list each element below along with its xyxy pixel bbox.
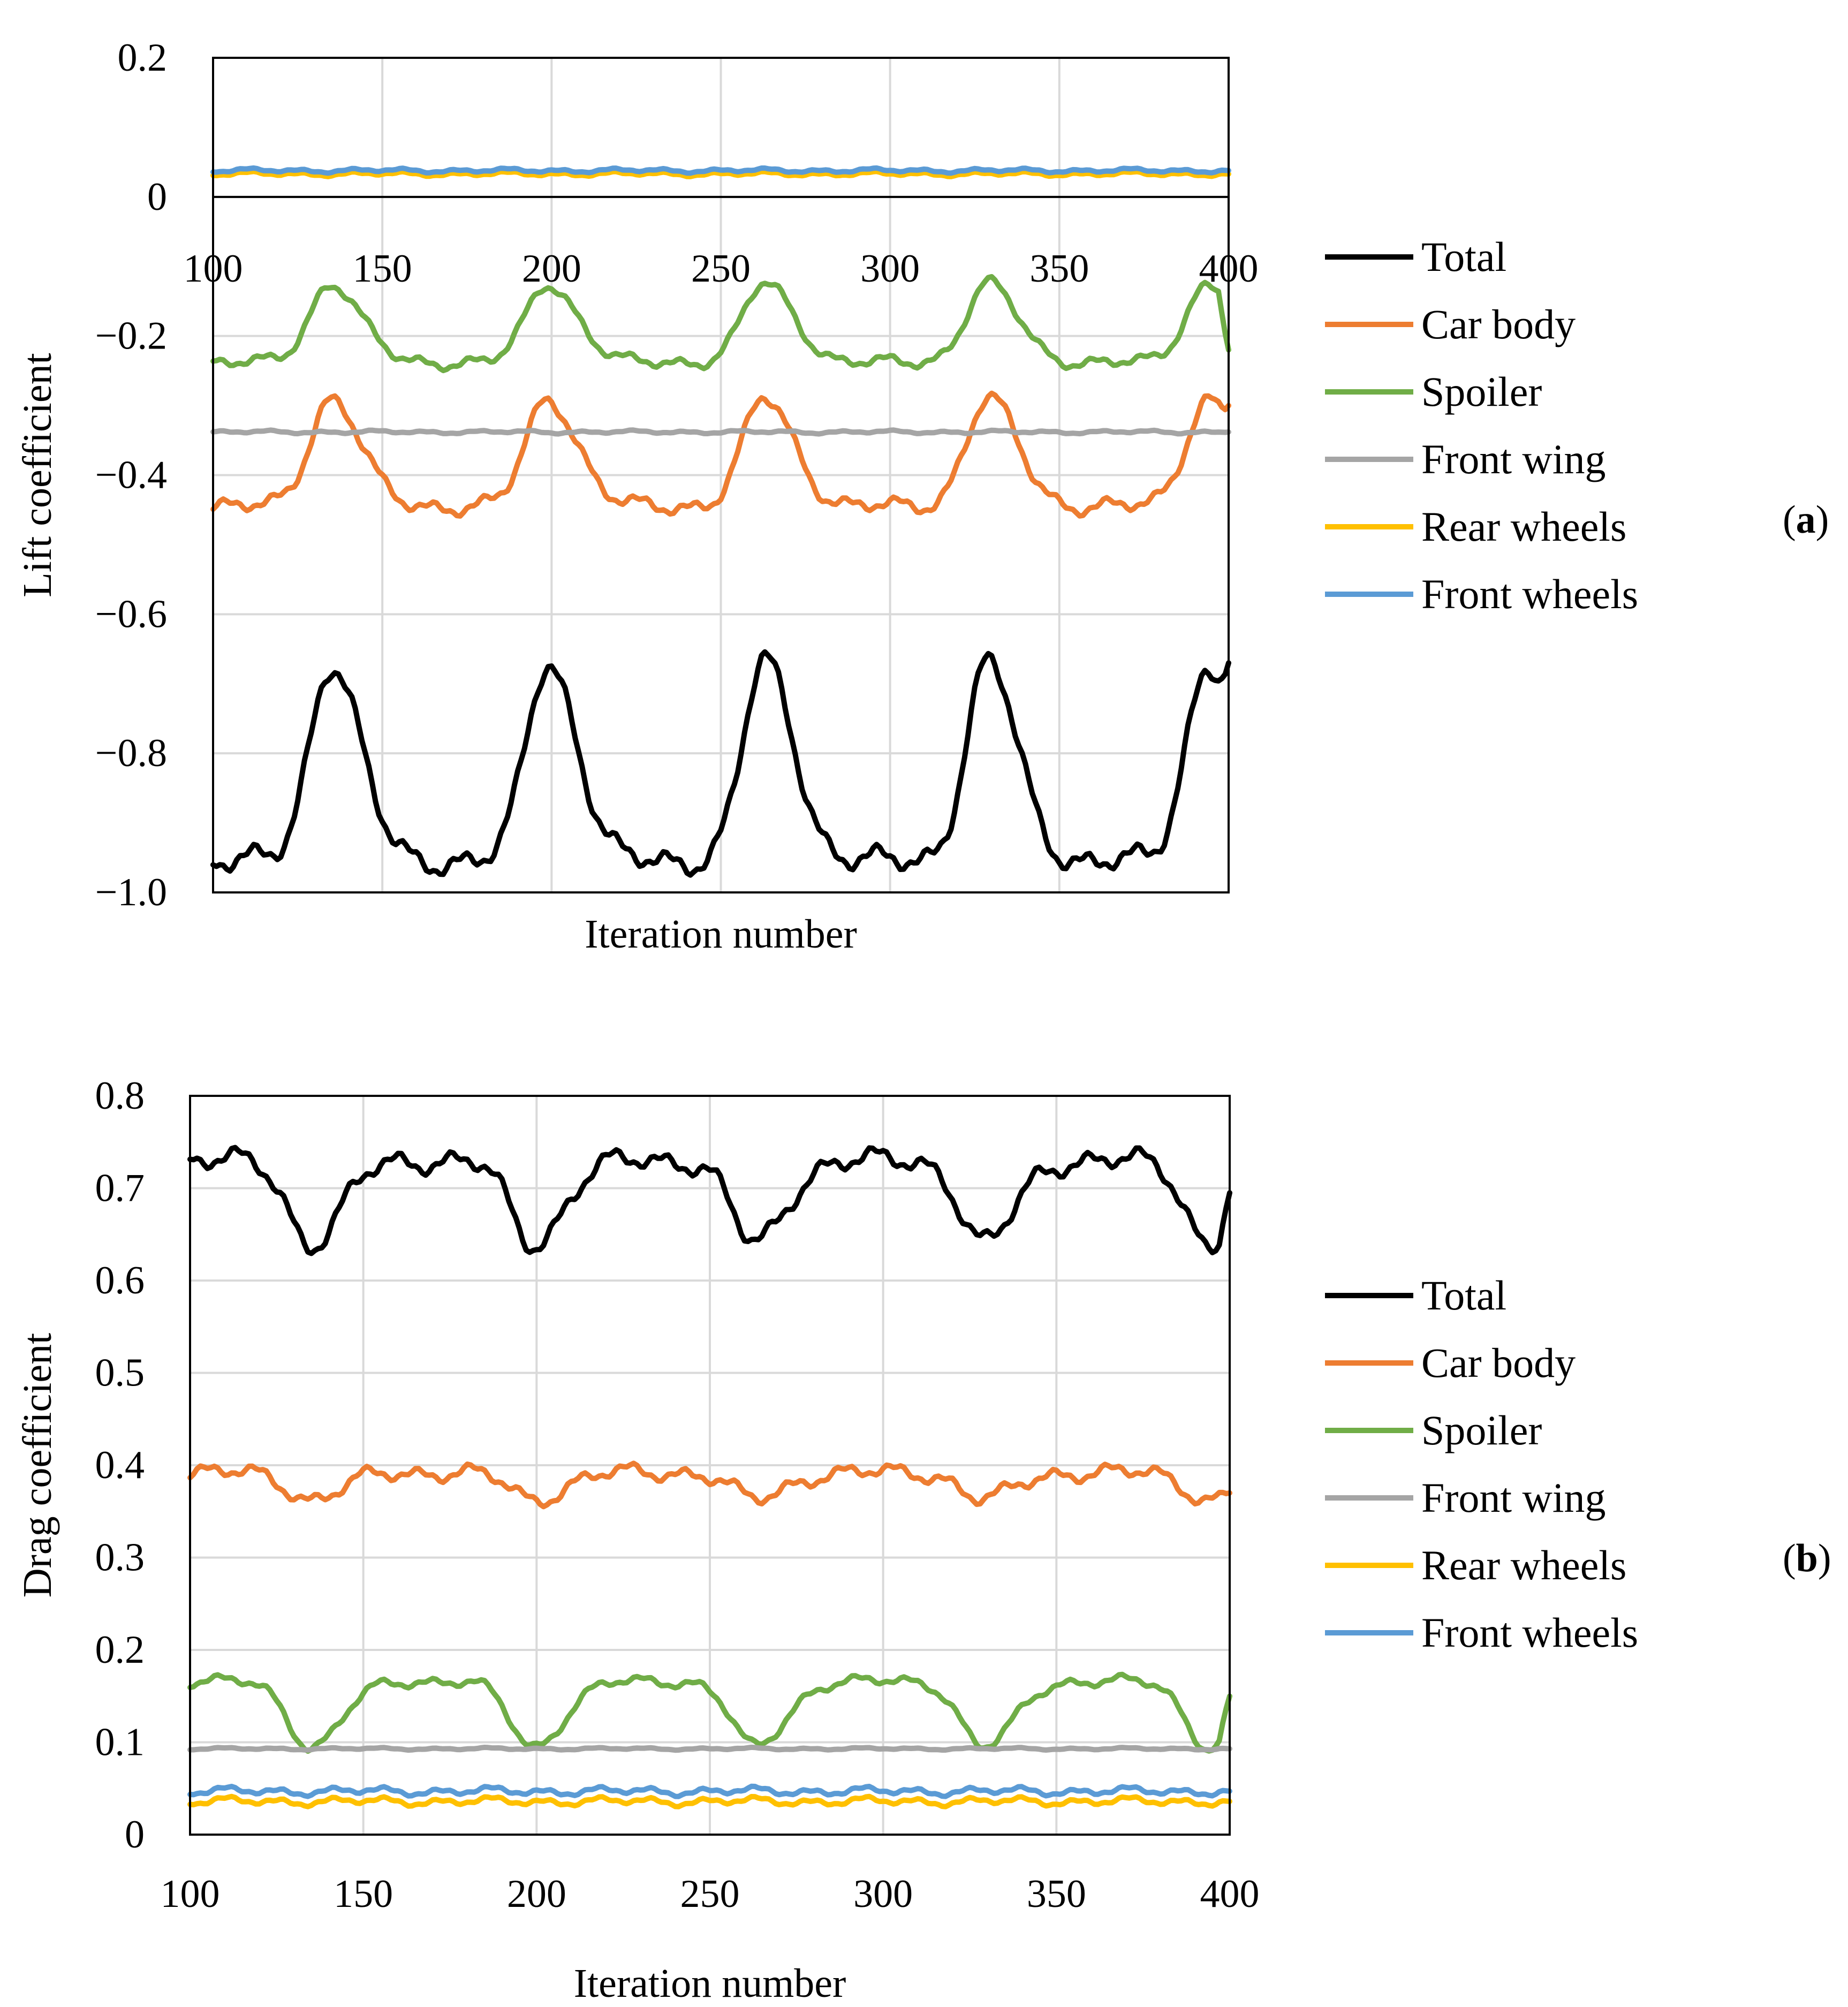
x-tick-label: 400 xyxy=(1200,1872,1260,1916)
x-tick-label: 250 xyxy=(680,1872,740,1916)
x-axis-title: Iteration number xyxy=(574,1961,846,2006)
series-line-rear-wheels xyxy=(210,169,1231,179)
y-tick-label: 0.2 xyxy=(95,1628,145,1672)
x-tick-label: 150 xyxy=(353,247,412,291)
x-axis-title: Iteration number xyxy=(585,912,857,957)
y-tick-label: −0.8 xyxy=(95,731,167,775)
series-line-front-wheels xyxy=(210,165,1231,176)
legend-label-front-wing: Front wing xyxy=(1421,436,1606,482)
series-line-spoiler xyxy=(187,1671,1232,1754)
y-tick-label: −0.2 xyxy=(95,314,167,358)
series-line-front-wing xyxy=(210,427,1231,437)
x-tick-label: 100 xyxy=(161,1872,220,1916)
x-tick-label: 300 xyxy=(860,247,920,291)
x-tick-label: 350 xyxy=(1027,1872,1086,1916)
legend-label-car-body: Car body xyxy=(1421,301,1576,347)
y-tick-label: −0.4 xyxy=(95,453,167,497)
plot-frame xyxy=(212,57,1230,893)
x-tick-label: 200 xyxy=(507,1872,566,1916)
plot-frame xyxy=(189,1095,1231,1836)
legend-label-front-wheels: Front wheels xyxy=(1421,571,1638,617)
y-tick-label: 0.5 xyxy=(95,1351,145,1395)
y-tick-label: −0.6 xyxy=(95,592,167,636)
y-tick-label: 0 xyxy=(125,1813,145,1857)
series-line-front-wheels xyxy=(187,1783,1232,1799)
series-line-car-body xyxy=(187,1460,1232,1510)
y-tick-label: 0.2 xyxy=(118,36,168,80)
legend-label-spoiler: Spoiler xyxy=(1421,1407,1542,1453)
series-line-total xyxy=(210,649,1231,878)
y-tick-label: 0.1 xyxy=(95,1721,145,1764)
y-axis-title: Lift coefficient xyxy=(15,353,60,597)
x-tick-label: 150 xyxy=(334,1872,393,1916)
legend-label-rear-wheels: Rear wheels xyxy=(1421,1542,1626,1588)
drag-chart: 100 150 200 250 300 350 400 0.8 0.7 0.6 0.5 0.4 0.3 0… xyxy=(15,1074,1831,2006)
y-tick-label: 0 xyxy=(147,175,167,219)
legend-label-total: Total xyxy=(1421,1272,1506,1319)
x-tick-label: 400 xyxy=(1199,247,1259,291)
lift-chart: 100 150 200 250 300 350 400 0.2 0 −0.2 −0.4 −0.6 −0.… xyxy=(15,36,1829,957)
series-line-total xyxy=(187,1145,1232,1256)
legend-label-front-wing: Front wing xyxy=(1421,1474,1606,1521)
legend-label-spoiler: Spoiler xyxy=(1421,368,1542,415)
legend-label-rear-wheels: Rear wheels xyxy=(1421,503,1626,550)
panel-label: (b) xyxy=(1783,1536,1831,1580)
x-tick-label: 250 xyxy=(691,247,751,291)
legend-label-car-body: Car body xyxy=(1421,1339,1576,1386)
x-tick-label: 200 xyxy=(522,247,581,291)
x-tick-label: 100 xyxy=(184,247,243,291)
x-tick-label: 350 xyxy=(1029,247,1089,291)
x-tick-label: 300 xyxy=(853,1872,913,1916)
y-tick-label: 0.8 xyxy=(95,1074,145,1118)
y-tick-label: 0.3 xyxy=(95,1536,145,1580)
panel-label: (a) xyxy=(1783,498,1829,542)
y-tick-label: 0.4 xyxy=(95,1443,145,1487)
series-line-car-body xyxy=(210,390,1231,519)
y-tick-label: 0.7 xyxy=(95,1167,145,1210)
legend-label-front-wheels: Front wheels xyxy=(1421,1609,1638,1656)
series-line-rear-wheels xyxy=(187,1793,1232,1809)
series-line-spoiler xyxy=(210,274,1231,374)
series-line-front-wing xyxy=(187,1744,1232,1753)
y-tick-label: 0.6 xyxy=(95,1259,145,1302)
y-axis-title: Drag coefficient xyxy=(15,1333,60,1597)
y-tick-label: −1.0 xyxy=(95,870,167,914)
legend-label-total: Total xyxy=(1421,233,1506,280)
